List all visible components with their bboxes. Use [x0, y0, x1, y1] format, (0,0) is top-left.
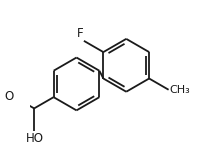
Text: HO: HO [25, 132, 43, 145]
Text: F: F [77, 27, 83, 40]
Text: CH₃: CH₃ [169, 85, 190, 95]
Text: O: O [4, 90, 13, 103]
